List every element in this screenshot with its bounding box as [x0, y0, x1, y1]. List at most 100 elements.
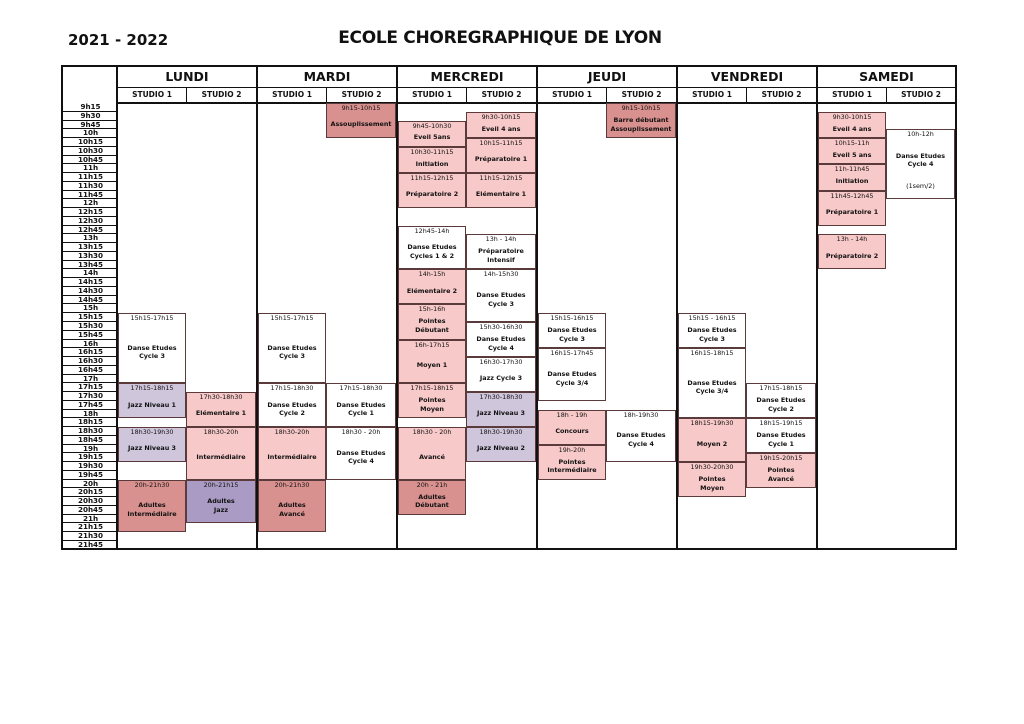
class-block[interactable]: 13h - 14h Préparatoire 2: [818, 234, 886, 270]
class-block[interactable]: 11h-11h45 Initiation: [818, 164, 886, 191]
time-label: 16h15: [63, 348, 118, 358]
class-block[interactable]: 20h-21h30 Adultes Intermédiaire: [118, 479, 186, 533]
class-block[interactable]: 16h-17h15 Moyen 1: [398, 339, 466, 384]
class-name: Adultes Intermédiaire: [127, 501, 177, 518]
class-block[interactable]: 11h45-12h45 Préparatoire 1: [818, 190, 886, 226]
class-block[interactable]: 14h-15h30 Danse Etudes Cycle 3: [466, 269, 536, 322]
class-block[interactable]: 20h-21h30 Adultes Avancé: [258, 479, 326, 533]
class-block[interactable]: 15h15 - 16h15 Danse Etudes Cycle 3: [678, 313, 746, 349]
time-label: 21h15: [63, 523, 118, 533]
time-label: 11h15: [63, 173, 118, 182]
class-block[interactable]: 15h30-16h30 Danse Etudes Cycle 4: [466, 322, 536, 358]
studio-header: STUDIO 2: [186, 88, 256, 104]
class-name: Danse Etudes Cycle 4: [616, 431, 666, 448]
day-header-mardi: MARDI: [256, 67, 396, 88]
class-block[interactable]: 15h15-16h15 Danse Etudes Cycle 3: [538, 313, 606, 349]
class-block[interactable]: 9h45-10h30 Eveil 5ans: [398, 120, 466, 147]
class-time: 16h15-18h15: [690, 349, 734, 358]
class-block[interactable]: 17h15-18h30 Danse Etudes Cycle 1: [326, 383, 396, 428]
class-time: 9h30-10h15: [481, 112, 521, 121]
class-name: Danse Etudes Cycle 3: [476, 291, 526, 308]
class-time: 20h-21h30: [134, 480, 170, 489]
class-block[interactable]: 17h15-18h15 Danse Etudes Cycle 2: [746, 383, 816, 419]
class-name: Danse Etudes Cycle 4: [336, 448, 386, 466]
class-time: 16h15-17h45: [550, 349, 594, 358]
class-time: 18h30-20h: [203, 428, 239, 437]
class-name: Elémentaire 1: [475, 190, 527, 199]
class-block[interactable]: 18h-19h30 Danse Etudes Cycle 4: [606, 409, 676, 463]
class-block[interactable]: 17h15-18h15 Jazz Niveau 1: [118, 383, 186, 419]
time-label: 17h: [63, 374, 118, 384]
class-block[interactable]: 19h-20h Pointes Intermédiaire: [538, 444, 606, 480]
class-block[interactable]: 17h15-18h30 Danse Etudes Cycle 2: [258, 383, 326, 428]
class-block[interactable]: 11h15-12h15 Elémentaire 1: [466, 173, 536, 209]
class-block[interactable]: 19h15-20h15 Pointes Avancé: [746, 453, 816, 489]
class-name: Jazz Niveau 2: [477, 444, 525, 453]
class-block[interactable]: 18h30 - 20h Avancé: [398, 427, 466, 480]
class-block[interactable]: 12h45-14h Danse Etudes Cycles 1 & 2: [398, 225, 466, 270]
class-name: Intermédiaire: [196, 453, 246, 462]
class-block[interactable]: 16h30-17h30 Jazz Cycle 3: [466, 357, 536, 393]
class-block[interactable]: 18h30-20h Intermédiaire: [258, 427, 326, 480]
class-block[interactable]: 15h15-17h15 Danse Etudes Cycle 3: [118, 313, 186, 384]
class-time: 9h15-10h15: [621, 104, 661, 112]
day-header-samedi: SAMEDI: [816, 67, 955, 88]
class-note: (1sem/2): [906, 182, 935, 191]
class-block[interactable]: 17h30-18h30 Jazz Niveau 3: [466, 392, 536, 428]
time-label: 18h30: [63, 427, 118, 436]
class-name: Barre débutant Assouplissement: [610, 116, 672, 133]
class-block[interactable]: 19h30-20h30 Pointes Moyen: [678, 462, 746, 498]
class-block[interactable]: 10h15-11h15 Préparatoire 1: [466, 138, 536, 174]
time-label: 10h: [63, 129, 118, 139]
studio-header: STUDIO 1: [676, 88, 746, 104]
class-time: 17h30-18h30: [479, 393, 523, 402]
class-time: 17h15-18h15: [759, 384, 803, 393]
studio-header: STUDIO 2: [746, 88, 816, 104]
class-name: Danse Etudes Cycle 2: [756, 396, 806, 413]
class-time: 11h15-12h15: [410, 174, 454, 183]
class-block[interactable]: 11h15-12h15 Préparatoire 2: [398, 173, 466, 209]
class-block[interactable]: 16h15-17h45 Danse Etudes Cycle 3/4: [538, 348, 606, 401]
class-block[interactable]: 9h15-10h15 Barre débutant Assouplissement: [606, 103, 676, 139]
class-block[interactable]: 18h30-20h Intermédiaire: [186, 427, 256, 480]
class-block[interactable]: 10h-12h Danse Etudes Cycle 4 (1sem/2): [886, 129, 955, 200]
class-block[interactable]: 17h30-18h30 Elémentaire 1: [186, 392, 256, 428]
day-divider: [256, 88, 258, 548]
class-block[interactable]: 14h-15h Elémentaire 2: [398, 269, 466, 305]
class-time: 10h15-11h: [834, 139, 870, 148]
studio-header: STUDIO 2: [466, 88, 536, 104]
class-block[interactable]: 18h30 - 20h Danse Etudes Cycle 4: [326, 427, 396, 480]
class-name: Eveil 5ans: [413, 133, 451, 142]
class-time: 9h15-10h15: [341, 104, 381, 112]
class-block[interactable]: 10h30-11h15 Initiation: [398, 146, 466, 174]
class-block[interactable]: 20h - 21h Adultes Débutant: [398, 479, 466, 515]
class-block[interactable]: 16h15-18h15 Danse Etudes Cycle 3/4: [678, 348, 746, 419]
class-block[interactable]: 15h-16h Pointes Débutant: [398, 304, 466, 340]
studio-header: STUDIO 2: [606, 88, 676, 104]
class-block[interactable]: 18h30-19h30 Jazz Niveau 3: [118, 427, 186, 463]
class-name: Assouplissement: [330, 120, 392, 129]
class-name: Moyen 1: [416, 361, 448, 370]
class-block[interactable]: 18h - 19h Concours: [538, 409, 606, 445]
class-block[interactable]: 15h15-17h15 Danse Etudes Cycle 3: [258, 313, 326, 384]
class-block[interactable]: 18h15-19h15 Danse Etudes Cycle 1: [746, 418, 816, 454]
class-block[interactable]: 18h30-19h30 Jazz Niveau 2: [466, 427, 536, 463]
class-block[interactable]: 9h30-10h15 Eveil 4 ans: [466, 111, 536, 139]
class-block[interactable]: 13h - 14h Préparatoire Intensif: [466, 234, 536, 270]
class-block[interactable]: 20h-21h15 Adultes Jazz: [186, 479, 256, 524]
time-label: 18h15: [63, 418, 118, 428]
class-block[interactable]: 10h15-11h Eveil 5 ans: [818, 138, 886, 165]
class-block[interactable]: 9h30-10h15 Eveil 4 ans: [818, 111, 886, 139]
class-block[interactable]: 17h15-18h15 Pointes Moyen: [398, 383, 466, 419]
time-label: 12h: [63, 199, 118, 209]
time-label: 21h30: [63, 532, 118, 541]
class-name: Elémentaire 2: [406, 286, 458, 295]
class-name: Danse Etudes Cycle 3: [687, 326, 737, 343]
class-block[interactable]: 9h15-10h15 Assouplissement: [326, 103, 396, 139]
school-year: 2021 - 2022: [68, 31, 169, 49]
class-block[interactable]: 18h15-19h30 Moyen 2: [678, 418, 746, 463]
time-label: 17h15: [63, 383, 118, 393]
class-time: 13h - 14h: [485, 235, 517, 244]
time-label: 15h45: [63, 330, 118, 340]
class-time: 19h-20h: [558, 445, 586, 454]
